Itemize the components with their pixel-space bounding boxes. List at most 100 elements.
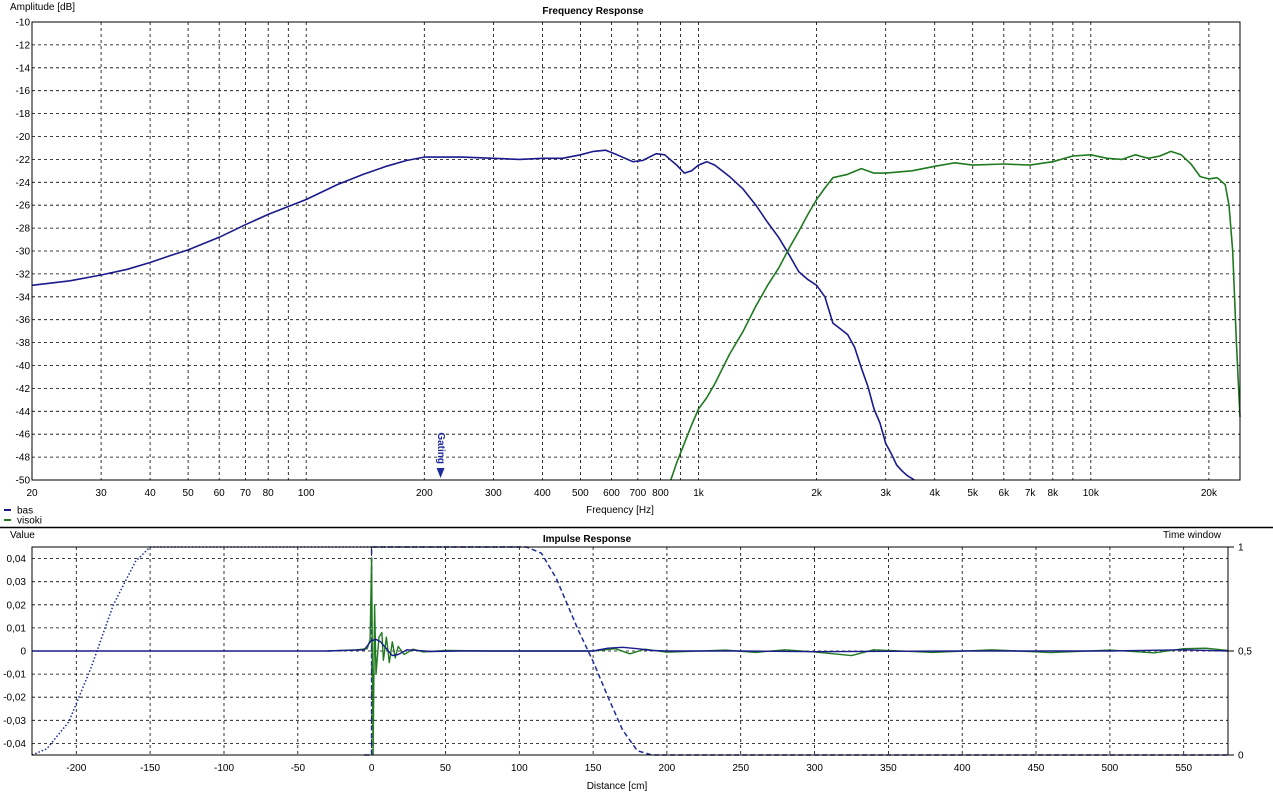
fr-y-tick-label: -32 bbox=[16, 269, 31, 280]
legend-label-bas: bas bbox=[17, 506, 33, 517]
fr-x-tick-label: 2k bbox=[811, 488, 823, 499]
ir-series-bas bbox=[32, 638, 1229, 657]
fr-annotations: Gating bbox=[435, 432, 446, 478]
fr-y-tick-label: -36 bbox=[16, 315, 31, 326]
ir-y-tick-label: 0 bbox=[20, 647, 26, 658]
fr-y-tick-label: -16 bbox=[16, 86, 31, 97]
fr-y-tick-label: -12 bbox=[16, 40, 31, 51]
fr-y-tick-label: -20 bbox=[16, 132, 31, 143]
ir-y-tick-label: 0,01 bbox=[7, 623, 27, 634]
fr-x-tick-label: 5k bbox=[967, 488, 979, 499]
fr-y-tick-label: -44 bbox=[16, 407, 31, 418]
ir-x-tick-label: 100 bbox=[511, 763, 528, 774]
fr-x-axis-label: Frequency [Hz] bbox=[586, 505, 654, 516]
fr-x-tick-label: 800 bbox=[652, 488, 669, 499]
ir-x-tick-label: 0 bbox=[369, 763, 375, 774]
fr-y-tick-label: -10 bbox=[16, 18, 31, 29]
fr-y-tick-label: -40 bbox=[16, 361, 31, 372]
fr-x-tick-label: 100 bbox=[298, 488, 315, 499]
ir-y2-tick-label: 0 bbox=[1238, 751, 1244, 762]
ir-y2-tick-label: 0,5 bbox=[1238, 647, 1252, 658]
fr-x-tick-label: 300 bbox=[485, 488, 502, 499]
ir-title: Impulse Response bbox=[543, 534, 632, 545]
fr-y-axis-label: Amplitude [dB] bbox=[10, 2, 75, 13]
ir-x-tick-label: -50 bbox=[291, 763, 306, 774]
fr-y-tick-label: -34 bbox=[16, 292, 31, 303]
ir-series-visoki bbox=[327, 557, 1229, 756]
ir-x-axis-label: Distance [cm] bbox=[587, 781, 648, 792]
ir-y2-ticks: 10,50 bbox=[1228, 543, 1252, 762]
ir-x-tick-label: 500 bbox=[1102, 763, 1119, 774]
gating-label: Gating bbox=[435, 432, 446, 464]
ir-x-tick-label: 200 bbox=[659, 763, 676, 774]
fr-x-tick-label: 400 bbox=[534, 488, 551, 499]
ir-y-tick-label: -0,02 bbox=[3, 693, 26, 704]
fr-x-tick-label: 70 bbox=[240, 488, 252, 499]
ir-y-tick-label: 0,02 bbox=[7, 600, 27, 611]
ir-y-tick-label: -0,03 bbox=[3, 716, 26, 727]
ir-y-ticks: 0,04 0,03 0,02 0,01 0 -0,01 -0,02 -0,03 -0,04 bbox=[3, 554, 26, 750]
fr-y-tick-label: -50 bbox=[16, 476, 31, 487]
fr-y-tick-label: -26 bbox=[16, 201, 31, 212]
ir-window-left-curve bbox=[31, 546, 520, 756]
ir-window-right-curve bbox=[364, 546, 1228, 756]
ir-y2-axis-label: Time window bbox=[1163, 530, 1222, 541]
ir-x-tick-label: 250 bbox=[732, 763, 749, 774]
fr-title: Frequency Response bbox=[542, 6, 644, 17]
fr-x-tick-label: 200 bbox=[416, 488, 433, 499]
fr-y-tick-label: -30 bbox=[16, 247, 31, 258]
fr-y-tick-label: -14 bbox=[16, 63, 31, 74]
fr-x-tick-label: 60 bbox=[214, 488, 226, 499]
ir-y2-tick-label: 1 bbox=[1238, 543, 1244, 554]
fr-plot-frame bbox=[31, 21, 1241, 481]
ir-x-tick-label: 550 bbox=[1175, 763, 1192, 774]
fr-y-tick-label: -48 bbox=[16, 453, 31, 464]
ir-y-tick-label: 0,04 bbox=[7, 554, 27, 565]
ir-y-tick-label: -0,04 bbox=[3, 739, 26, 750]
fr-y-tick-label: -46 bbox=[16, 430, 31, 441]
fr-x-tick-label: 6k bbox=[999, 488, 1011, 499]
fr-x-tick-label: 30 bbox=[96, 488, 108, 499]
fr-x-tick-label: 1k bbox=[693, 488, 705, 499]
fr-x-tick-label: 700 bbox=[629, 488, 646, 499]
gating-marker bbox=[436, 468, 445, 478]
ir-y-axis-label: Value bbox=[10, 530, 35, 541]
ir-x-tick-label: 150 bbox=[585, 763, 602, 774]
fr-x-tick-label: 4k bbox=[929, 488, 941, 499]
fr-series-bas bbox=[31, 149, 915, 481]
impulse-response-panel: Impulse Response Value Time window Dista… bbox=[3, 530, 1252, 792]
ir-x-ticks: -200 -150 -100 -50 0 50 100 150 200 250 300 350 400 4… bbox=[66, 763, 1192, 774]
ir-x-tick-label: 300 bbox=[806, 763, 823, 774]
ir-x-tick-label: 450 bbox=[1028, 763, 1045, 774]
fr-x-tick-label: 7k bbox=[1025, 488, 1037, 499]
ir-y-tick-label: 0,03 bbox=[7, 577, 27, 588]
ir-x-tick-label: 400 bbox=[954, 763, 971, 774]
fr-y-tick-label: -28 bbox=[16, 224, 31, 235]
fr-x-tick-label: 20k bbox=[1201, 488, 1218, 499]
ir-series-lines bbox=[31, 546, 1229, 756]
fr-x-tick-label: 10k bbox=[1083, 488, 1100, 499]
fr-gridlines bbox=[31, 21, 1240, 481]
fr-x-ticks: 20 30 40 50 60 70 80 100 200 300 400 500 600 700 800 1k… bbox=[26, 488, 1218, 499]
ir-x-tick-label: -200 bbox=[66, 763, 86, 774]
ir-x-tick-label: 350 bbox=[880, 763, 897, 774]
ir-x-tick-label: -150 bbox=[140, 763, 160, 774]
fr-series-lines bbox=[31, 149, 1241, 481]
fr-y-tick-label: -22 bbox=[16, 155, 31, 166]
fr-y-ticks: -10 -12 -14 -16 -18 -20 -22 -24 -26 -28 -30 -32 -34 -… bbox=[16, 18, 31, 487]
fr-y-tick-label: -42 bbox=[16, 384, 31, 395]
ir-x-tick-label: 50 bbox=[440, 763, 452, 774]
ir-plot-frame bbox=[31, 546, 1229, 756]
fr-y-tick-label: -38 bbox=[16, 338, 31, 349]
ir-y-tick-label: -0,01 bbox=[3, 670, 26, 681]
frequency-response-panel: Frequency Response Amplitude [dB] Freque… bbox=[4, 2, 1241, 527]
fr-series-visoki bbox=[670, 150, 1241, 481]
fr-x-tick-label: 600 bbox=[603, 488, 620, 499]
fr-x-tick-label: 80 bbox=[263, 488, 275, 499]
fr-y-tick-label: -18 bbox=[16, 109, 31, 120]
legend-label-visoki: visoki bbox=[17, 516, 42, 527]
fr-x-tick-label: 3k bbox=[880, 488, 892, 499]
fr-y-tick-label: -24 bbox=[16, 178, 31, 189]
